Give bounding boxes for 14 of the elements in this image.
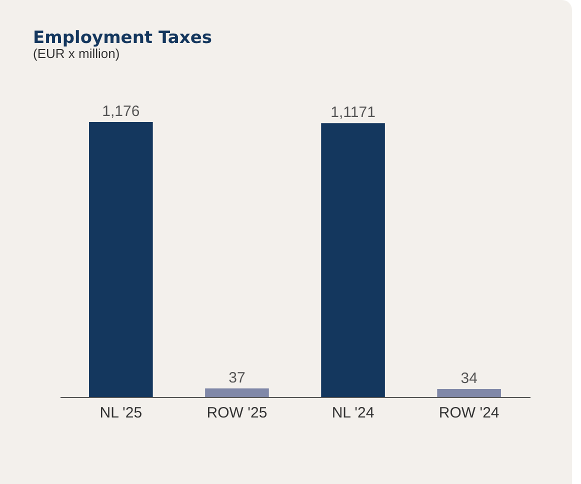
x-tick-label: ROW '25 <box>206 404 268 422</box>
bar <box>437 389 501 397</box>
data-label: 1,176 <box>102 103 140 120</box>
x-tick-label: NL '24 <box>332 404 374 422</box>
chart-subtitle: (EUR x million) <box>33 46 120 61</box>
data-label: 34 <box>460 370 478 388</box>
data-label: 1,1171 <box>330 104 376 122</box>
bar <box>321 123 385 397</box>
x-tick-label: ROW '24 <box>438 404 500 422</box>
chart-title: Employment Taxes <box>33 28 212 48</box>
x-tick-label: NL '25 <box>100 404 142 422</box>
bar <box>89 122 153 397</box>
bar <box>205 388 269 397</box>
data-label: 37 <box>228 369 246 386</box>
